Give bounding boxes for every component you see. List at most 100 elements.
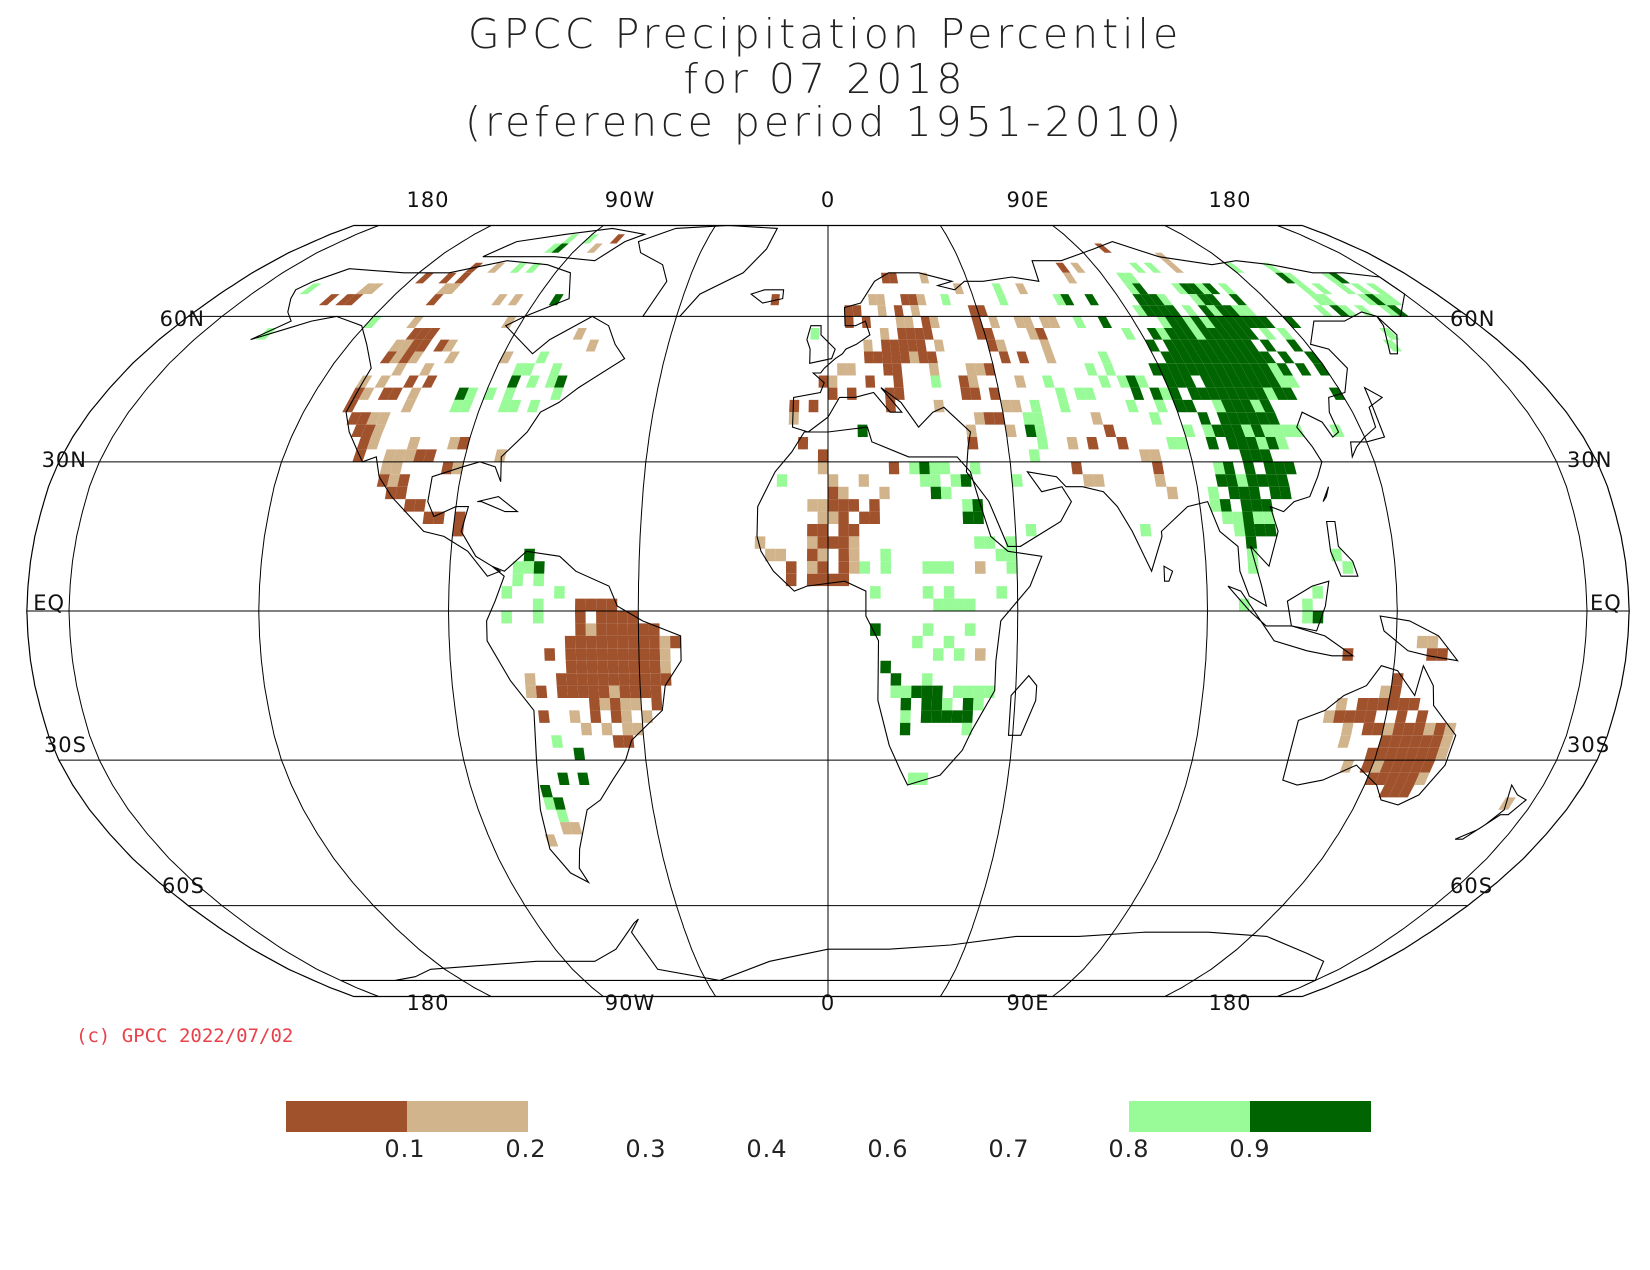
grid-cell — [1232, 339, 1250, 352]
grid-cell — [443, 351, 460, 364]
grid-cell — [1034, 328, 1049, 340]
grid-cell — [1259, 449, 1274, 462]
lat-label-right-60s: 60S — [1450, 874, 1493, 898]
grid-cell — [859, 561, 870, 574]
legend-colorbar — [286, 1101, 1371, 1132]
grid-cell — [807, 524, 818, 537]
grid-cell — [931, 698, 943, 711]
grid-cell — [575, 623, 586, 636]
grid-cell — [1230, 305, 1249, 317]
grid-cell — [1272, 387, 1288, 400]
lat-label-left-30s: 30S — [44, 733, 87, 757]
grid-cell — [1283, 375, 1301, 388]
grid-cell — [1170, 283, 1189, 295]
grid-cell — [844, 305, 854, 317]
grid-cell — [817, 511, 828, 524]
grid-cell — [1166, 486, 1179, 500]
grid-cell — [941, 698, 953, 711]
coastline-madagascar — [1007, 674, 1038, 736]
grid-cell — [1197, 339, 1214, 352]
grid-cell — [1090, 412, 1104, 425]
grid-cell — [406, 316, 424, 328]
legend-swatch — [1129, 1101, 1250, 1132]
grid-cell — [1230, 399, 1246, 413]
grid-cell — [1026, 328, 1040, 340]
grid-cell — [857, 424, 868, 437]
percentile-field — [255, 234, 1516, 847]
grid-cell — [533, 573, 545, 587]
grid-cell — [890, 673, 902, 686]
grid-cell — [596, 648, 608, 661]
grid-cell — [622, 735, 635, 748]
grid-cell — [649, 660, 661, 674]
grid-cell — [355, 375, 373, 388]
grid-cell — [502, 387, 517, 400]
grid-cell — [776, 474, 788, 487]
grid-cell — [619, 685, 631, 698]
coastline-philippines — [1325, 520, 1359, 577]
grid-cell — [899, 722, 911, 736]
grid-cell — [965, 363, 977, 376]
grid-cell — [1232, 328, 1251, 340]
grid-cell — [1221, 511, 1234, 524]
grid-cell — [1353, 710, 1367, 723]
grid-cell — [828, 511, 839, 524]
grid-cell — [1054, 387, 1068, 400]
grid-cell — [928, 363, 940, 376]
grid-cell — [402, 375, 419, 388]
grid-cell — [1214, 305, 1233, 317]
grid-cell — [1242, 461, 1256, 475]
legend-tick-0.6: 0.6 — [867, 1135, 908, 1163]
grid-cell — [863, 339, 873, 352]
grid-cell — [1120, 328, 1137, 340]
grid-cell — [1283, 461, 1297, 475]
lat-label-right-30n: 30N — [1567, 448, 1612, 472]
grid-cell — [973, 685, 985, 698]
grid-cell — [1391, 673, 1404, 686]
grid-cell — [597, 660, 609, 674]
grid-cell — [1203, 363, 1219, 376]
grid-cell — [900, 698, 912, 711]
grid-cell — [565, 648, 577, 661]
grid-cell — [1228, 294, 1247, 306]
grid-cell — [629, 685, 641, 698]
grid-cell — [879, 328, 890, 340]
grid-cell — [920, 316, 932, 328]
meridian-line — [1164, 225, 1398, 997]
grid-cell — [525, 375, 540, 388]
grid-cell — [838, 499, 849, 512]
grid-cell — [255, 328, 277, 340]
grid-cell — [1215, 339, 1232, 352]
grid-cell — [449, 399, 464, 413]
grid-cell — [609, 234, 625, 244]
grid-cell — [1302, 598, 1313, 611]
coastline-cuba — [477, 496, 519, 513]
grid-cell — [1224, 339, 1241, 352]
grid-cell — [1221, 424, 1236, 437]
grid-cell — [391, 363, 408, 376]
grid-cell — [817, 536, 828, 549]
grid-cell — [940, 294, 952, 306]
grid-cell — [797, 437, 809, 450]
grid-cell — [1164, 305, 1182, 317]
grid-cell — [454, 387, 469, 400]
lon-label-top-90e: 90E — [1007, 188, 1050, 212]
grid-cell — [1211, 399, 1227, 413]
grid-cell — [617, 635, 629, 649]
grid-cell — [911, 685, 922, 698]
grid-cell — [501, 586, 513, 599]
grid-cell — [1072, 316, 1087, 328]
grid-cell — [1259, 339, 1277, 352]
grid-cell — [1209, 499, 1222, 512]
grid-cell — [398, 351, 416, 364]
grid-cell — [1281, 387, 1298, 400]
grid-cell — [1397, 785, 1415, 798]
grid-cell — [1146, 328, 1163, 340]
grid-cell — [421, 375, 438, 388]
grid-cell — [1131, 305, 1148, 317]
grid-cell — [1343, 710, 1357, 723]
grid-cell — [892, 363, 903, 376]
grid-cell — [930, 486, 942, 500]
grid-cell — [1166, 363, 1182, 376]
grid-cell — [929, 474, 941, 487]
